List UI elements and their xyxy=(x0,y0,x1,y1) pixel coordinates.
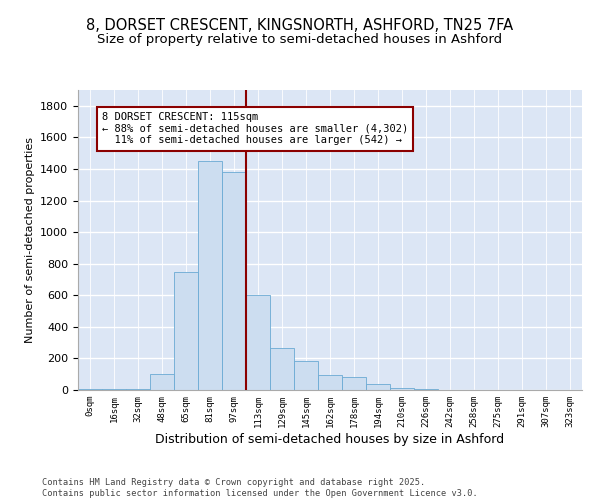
Bar xyxy=(414,389,438,390)
Bar xyxy=(78,389,102,390)
Bar xyxy=(102,389,126,390)
Text: Contains HM Land Registry data © Crown copyright and database right 2025.
Contai: Contains HM Land Registry data © Crown c… xyxy=(42,478,478,498)
Y-axis label: Number of semi-detached properties: Number of semi-detached properties xyxy=(25,137,35,343)
Bar xyxy=(246,296,270,390)
Bar xyxy=(390,388,414,390)
Bar xyxy=(366,384,390,390)
Bar xyxy=(126,389,150,390)
Text: 8, DORSET CRESCENT, KINGSNORTH, ASHFORD, TN25 7FA: 8, DORSET CRESCENT, KINGSNORTH, ASHFORD,… xyxy=(86,18,514,32)
Bar xyxy=(318,375,342,390)
Bar xyxy=(294,361,318,390)
Bar xyxy=(342,378,366,390)
Text: Size of property relative to semi-detached houses in Ashford: Size of property relative to semi-detach… xyxy=(97,32,503,46)
Bar xyxy=(222,172,246,390)
Text: 8 DORSET CRESCENT: 115sqm
← 88% of semi-detached houses are smaller (4,302)
  11: 8 DORSET CRESCENT: 115sqm ← 88% of semi-… xyxy=(102,112,408,146)
Bar xyxy=(270,348,294,390)
Bar xyxy=(174,272,198,390)
Bar xyxy=(150,374,174,390)
Bar xyxy=(198,161,222,390)
X-axis label: Distribution of semi-detached houses by size in Ashford: Distribution of semi-detached houses by … xyxy=(155,432,505,446)
